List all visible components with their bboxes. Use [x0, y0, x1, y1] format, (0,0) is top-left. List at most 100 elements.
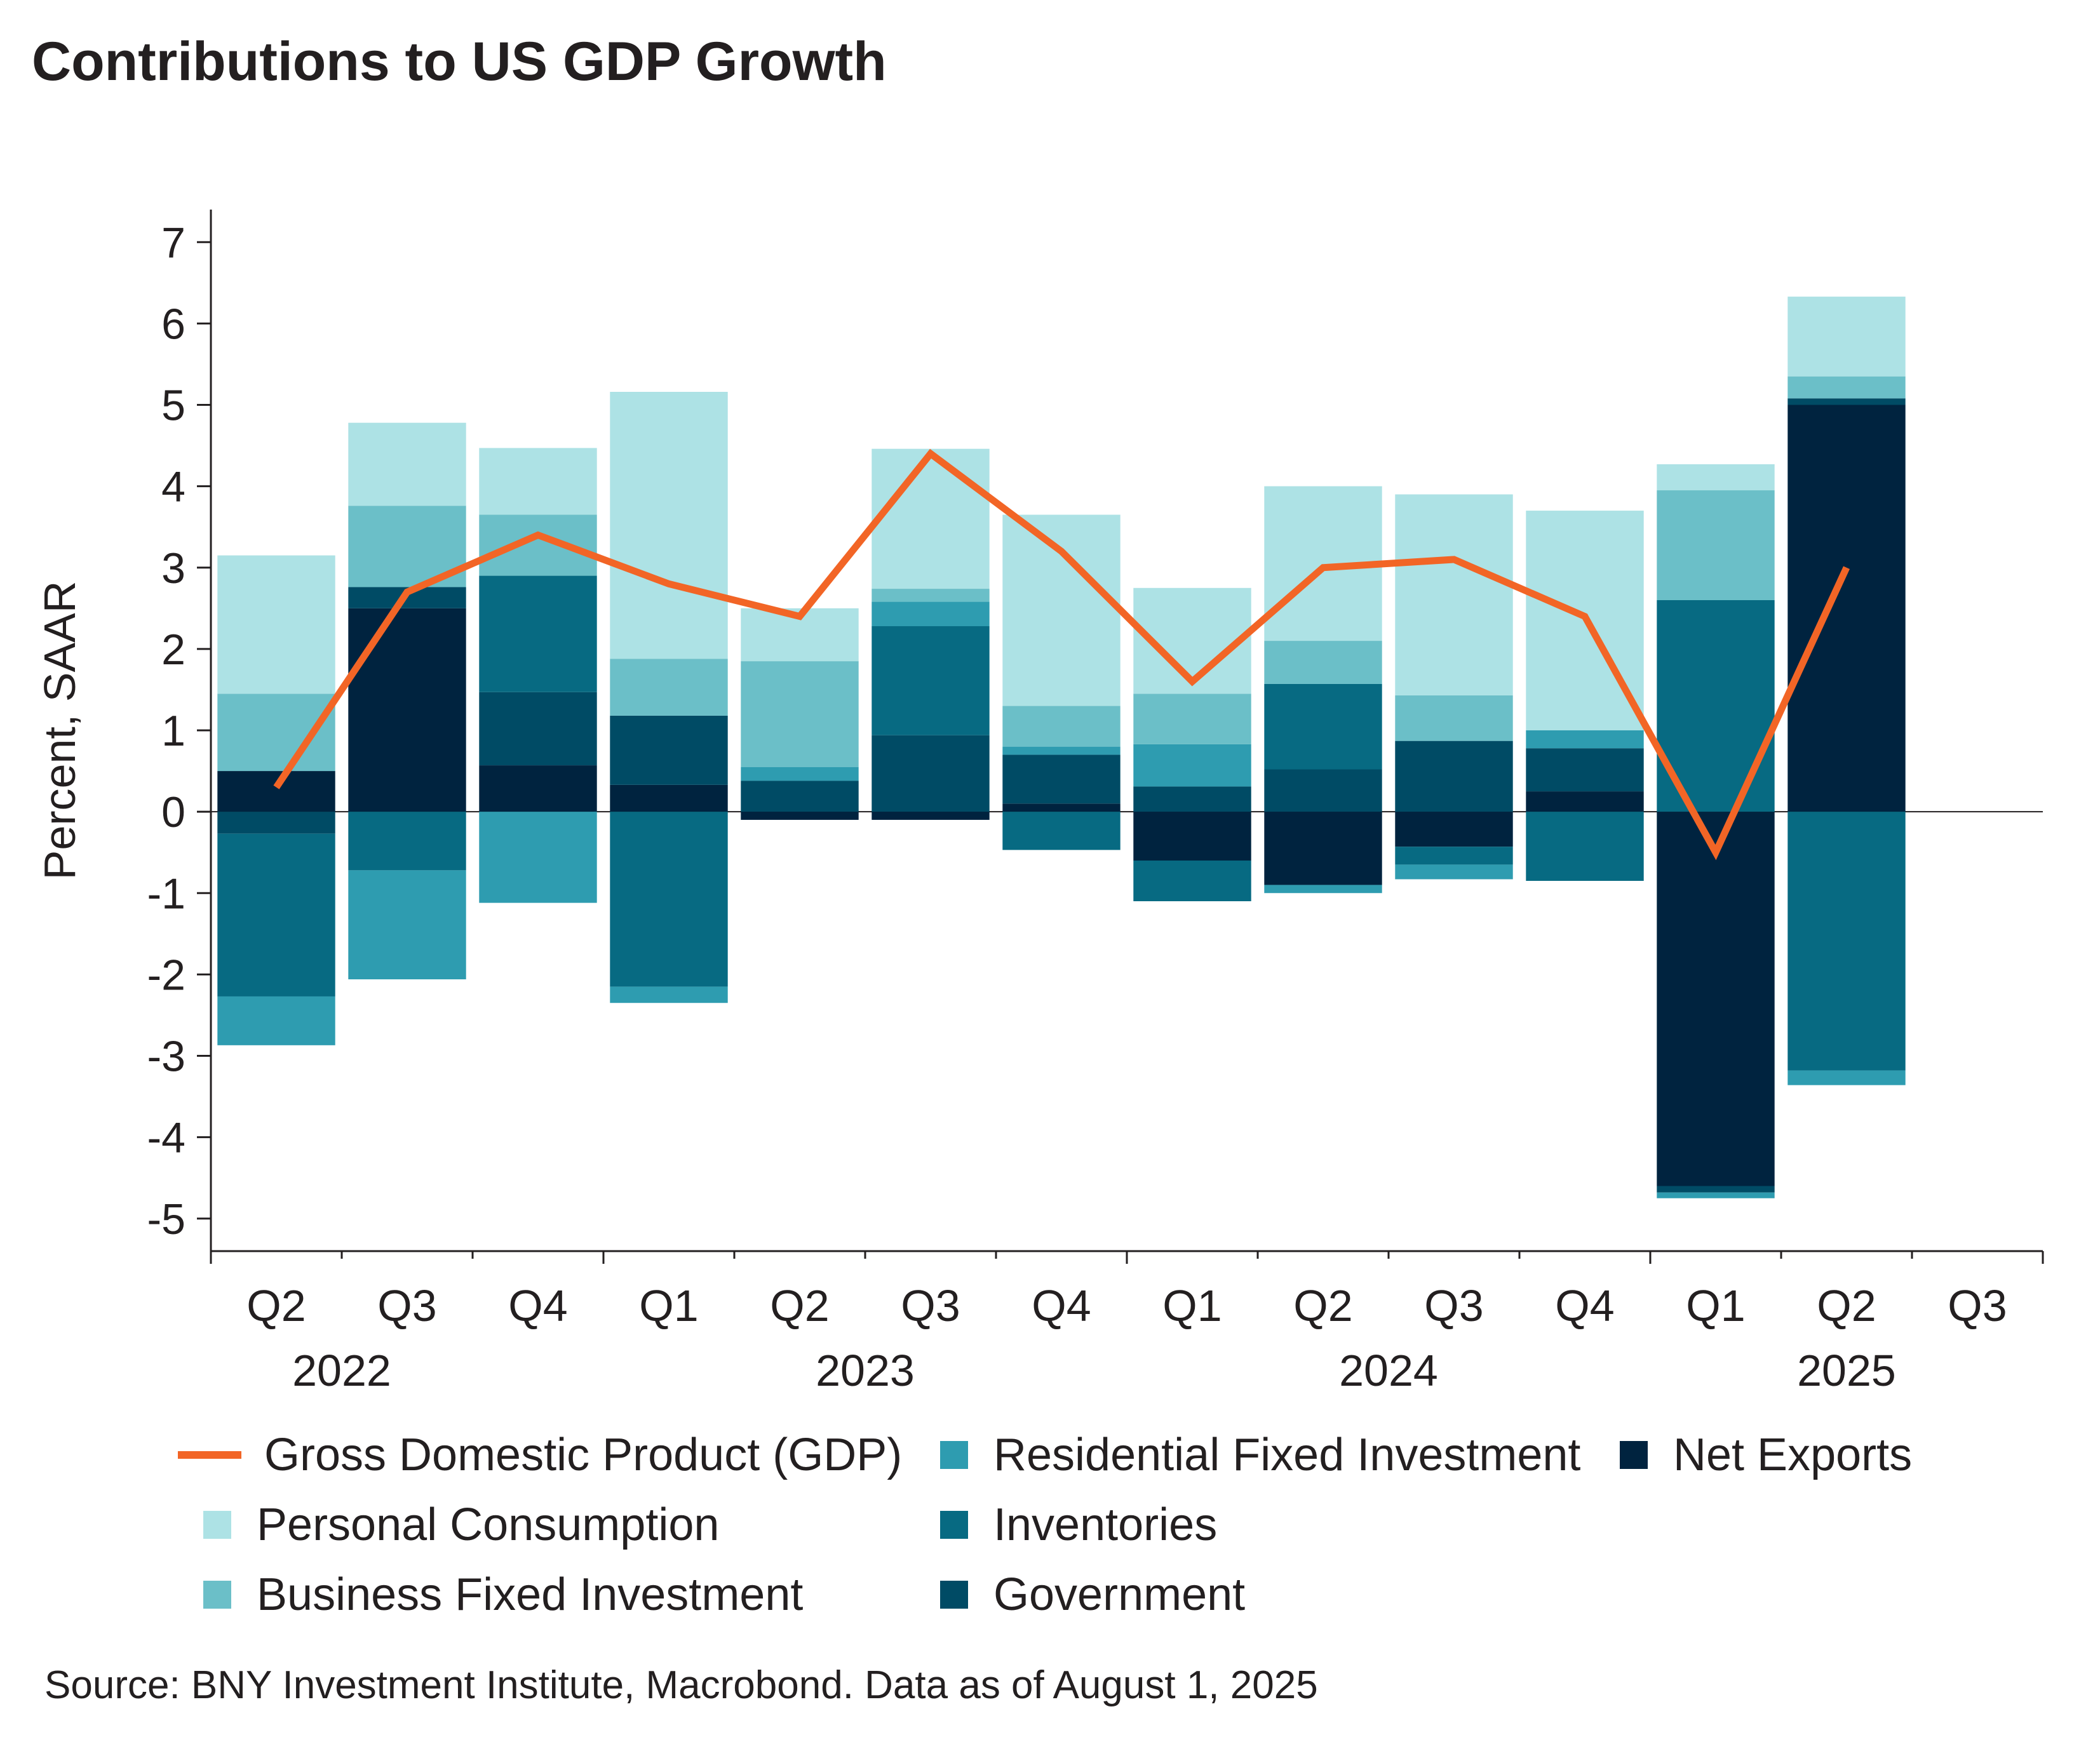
bar-segment-government — [1526, 748, 1644, 792]
bars — [217, 297, 1906, 1198]
y-tick-label: -5 — [147, 1195, 185, 1243]
bar-segment-business-fixed-investment — [1657, 490, 1775, 600]
bar-segment-inventories — [348, 812, 466, 871]
bar-segment-net-exports — [1264, 812, 1382, 885]
x-tick-label: Q4 — [1555, 1281, 1614, 1330]
bar-segment-government — [479, 692, 597, 766]
bar-segment-net-exports — [217, 771, 335, 812]
bar-segment-personal-consumption — [1657, 464, 1775, 491]
x-tick-label: Q2 — [1817, 1281, 1876, 1330]
y-tick-label: -3 — [147, 1033, 185, 1081]
chart-plot: 7 6 5 4 3 2 1 0 -1 -2 -3 -4 -5 Percent, SAAR Q2 Q3 Q4 Q1 Q… — [35, 210, 2044, 1395]
bar-segment-business-fixed-investment — [1133, 694, 1251, 744]
bar-segment-inventories — [610, 812, 728, 987]
bar-segment-personal-consumption — [1787, 297, 1906, 377]
x-tick-label: Q3 — [901, 1281, 960, 1330]
chart-title: Contributions to US GDP Growth — [32, 31, 887, 92]
x-tick-label: Q2 — [770, 1281, 829, 1330]
bar-segment-business-fixed-investment — [741, 661, 859, 767]
bar-segment-government — [217, 812, 335, 834]
x-tick-label: Q4 — [1032, 1281, 1091, 1330]
legend-label: Business Fixed Investment — [257, 1569, 804, 1620]
legend-item-personal-consumption: Personal Consumption — [203, 1499, 719, 1551]
x-tick-label: Q1 — [1686, 1281, 1745, 1330]
bar-segment-net-exports — [1657, 812, 1775, 1186]
bar-segment-net-exports — [1002, 803, 1121, 812]
bar-segment-residential-fixed-investment — [1264, 885, 1382, 894]
bar-segment-inventories — [872, 626, 990, 735]
bar-segment-residential-fixed-investment — [1395, 864, 1513, 880]
legend-label: Inventories — [993, 1499, 1218, 1550]
y-tick-label: 5 — [161, 382, 185, 430]
y-tick-label: 6 — [161, 300, 185, 348]
bar-segment-personal-consumption — [1395, 494, 1513, 695]
bar-segment-residential-fixed-investment — [1133, 744, 1251, 787]
bar-segment-personal-consumption — [872, 448, 990, 589]
bar-segment-net-exports — [741, 812, 859, 820]
bar-segment-inventories — [1002, 812, 1121, 850]
x-tick-label: Q1 — [639, 1281, 698, 1330]
bar-segment-residential-fixed-investment — [1002, 746, 1121, 755]
bar-segment-inventories — [1133, 861, 1251, 902]
legend-label: Government — [993, 1569, 1246, 1620]
gdp-series-line — [273, 448, 1850, 861]
bar-segment-business-fixed-investment — [1002, 706, 1121, 747]
bar-segment-business-fixed-investment — [479, 514, 597, 576]
y-axis-title: Percent, SAAR — [35, 581, 84, 880]
x-tick-label: Q3 — [1948, 1281, 2007, 1330]
bar-segment-personal-consumption — [217, 555, 335, 694]
bar-segment-inventories — [1787, 812, 1906, 1071]
legend-item-net-exports: Net Exports — [1620, 1429, 1912, 1481]
bar-segment-government — [872, 735, 990, 812]
legend-line-swatch — [178, 1451, 241, 1459]
y-tick-label: 2 — [161, 626, 185, 674]
bar-segment-residential-fixed-investment — [348, 870, 466, 980]
source-note: Source: BNY Investment Institute, Macrob… — [44, 1663, 1318, 1707]
y-tick-label: 1 — [161, 707, 185, 755]
legend-swatch — [940, 1441, 968, 1469]
legend-swatch — [940, 1511, 968, 1539]
x-year-label: 2025 — [1797, 1346, 1896, 1395]
bar-segment-business-fixed-investment — [1787, 376, 1906, 399]
bar-segment-inventories — [1264, 683, 1382, 770]
bar-segment-inventories — [1526, 812, 1644, 881]
legend-swatch — [203, 1581, 231, 1609]
bar-segment-net-exports — [610, 784, 728, 812]
bar-segment-business-fixed-investment — [217, 694, 335, 772]
bar-segment-government — [1264, 769, 1382, 812]
bar-segment-residential-fixed-investment — [217, 996, 335, 1045]
x-tick-label: Q3 — [377, 1281, 436, 1330]
legend-swatch — [203, 1511, 231, 1539]
gdp-line — [273, 448, 1850, 861]
y-tick-label: 3 — [161, 544, 185, 593]
legend-label: Residential Fixed Investment — [993, 1430, 1581, 1480]
axis-labels: 7 6 5 4 3 2 1 0 -1 -2 -3 -4 -5 Percent, SAAR Q2 Q3 Q4 Q1 Q… — [35, 218, 2007, 1395]
bar-segment-inventories — [479, 575, 597, 692]
legend-swatch — [1620, 1441, 1648, 1469]
bar-segment-inventories — [1395, 847, 1513, 865]
bar-segment-business-fixed-investment — [610, 659, 728, 716]
bar-segment-government — [1657, 1186, 1775, 1193]
bar-segment-residential-fixed-investment — [479, 812, 597, 903]
x-year-label: 2022 — [292, 1346, 391, 1395]
bar-segment-net-exports — [872, 812, 990, 820]
bar-segment-government — [1787, 398, 1906, 405]
legend-item-government: Government — [940, 1569, 1245, 1621]
bar-segment-government — [1002, 754, 1121, 804]
legend-item-residential: Residential Fixed Investment — [940, 1429, 1580, 1481]
bar-segment-personal-consumption — [479, 448, 597, 515]
bar-segment-residential-fixed-investment — [872, 601, 990, 626]
legend-swatch — [940, 1581, 968, 1609]
y-tick-label: 7 — [161, 218, 185, 267]
legend-label: Net Exports — [1673, 1430, 1913, 1480]
x-year-label: 2023 — [816, 1346, 915, 1395]
bar-segment-residential-fixed-investment — [741, 767, 859, 781]
legend-item-inventories: Inventories — [940, 1499, 1217, 1551]
bar-segment-inventories — [217, 833, 335, 996]
y-tick-label: -1 — [147, 869, 185, 918]
bar-segment-net-exports — [1526, 791, 1644, 812]
x-tick-label: Q1 — [1162, 1281, 1222, 1330]
bar-segment-business-fixed-investment — [1395, 695, 1513, 741]
x-tick-label: Q2 — [1293, 1281, 1352, 1330]
bar-segment-residential-fixed-investment — [1787, 1070, 1906, 1085]
